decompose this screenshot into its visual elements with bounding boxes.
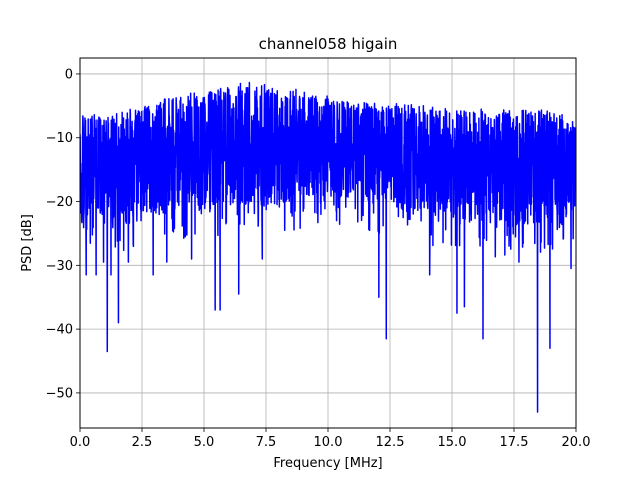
y-tick-label: −10 bbox=[46, 131, 73, 146]
x-tick-label: 15.0 bbox=[438, 435, 467, 450]
y-tick-label: −30 bbox=[46, 259, 73, 274]
x-tick-label: 0.0 bbox=[70, 435, 91, 450]
chart-title: channel058 higain bbox=[259, 35, 398, 53]
x-tick-label: 12.5 bbox=[376, 435, 405, 450]
x-axis-label: Frequency [MHz] bbox=[273, 456, 382, 471]
x-axis: 0.0 2.5 5.0 7.5 10.0 12.5 15.0 17.5 20.0 bbox=[70, 428, 591, 450]
x-tick-label: 10.0 bbox=[314, 435, 343, 450]
x-tick-label: 7.5 bbox=[256, 435, 277, 450]
y-tick-label: −50 bbox=[46, 386, 73, 401]
y-axis-label: PSD [dB] bbox=[20, 214, 35, 272]
y-tick-label: −40 bbox=[46, 323, 73, 338]
x-tick-label: 5.0 bbox=[194, 435, 215, 450]
series-layer bbox=[80, 81, 576, 413]
y-tick-label: 0 bbox=[65, 67, 73, 82]
psd-trace-line bbox=[80, 81, 576, 413]
y-tick-label: −20 bbox=[46, 195, 73, 210]
y-axis: 0 −10 −20 −30 −40 −50 bbox=[46, 67, 80, 401]
x-tick-label: 20.0 bbox=[562, 435, 591, 450]
x-tick-label: 2.5 bbox=[132, 435, 153, 450]
x-tick-label: 17.5 bbox=[500, 435, 529, 450]
